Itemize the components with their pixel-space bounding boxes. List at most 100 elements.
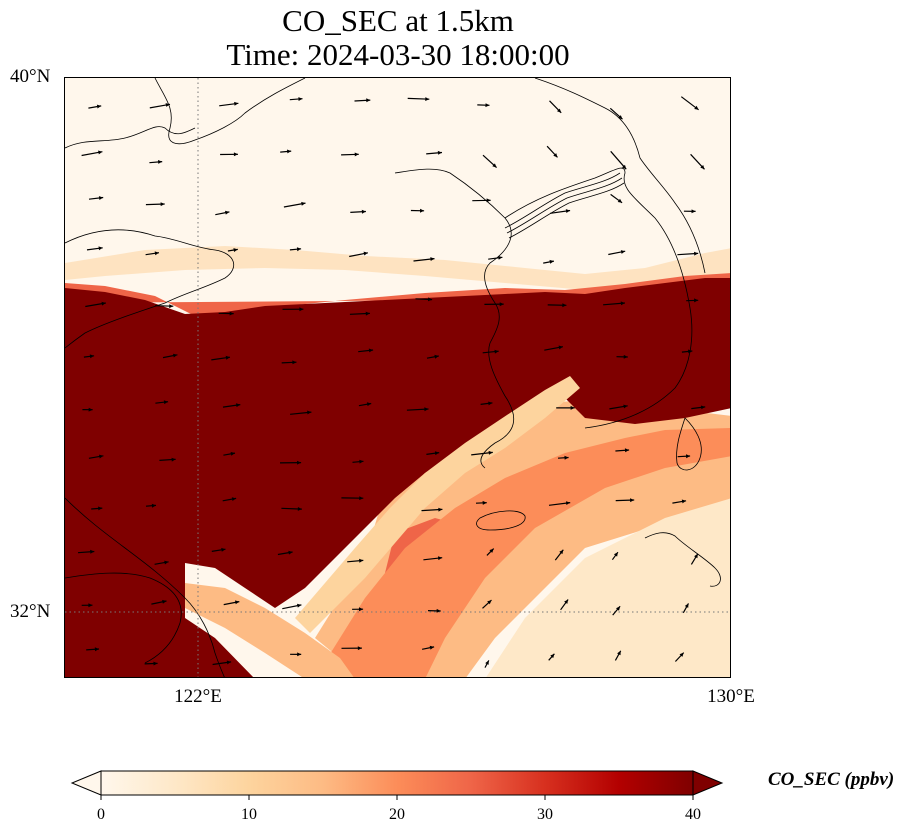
coastline-japan-islands: [644, 532, 721, 587]
wind-arrow-head: [557, 108, 562, 113]
wind-arrow-head: [90, 549, 95, 554]
colorbar-tick-marks: [100, 795, 694, 800]
coastline-shandong: [65, 126, 196, 149]
wind-arrow-head: [292, 360, 297, 365]
wind-arrow-head: [425, 97, 430, 101]
wind-arrow-head: [691, 209, 696, 214]
coastline-jeju: [476, 510, 526, 531]
plume-main-core: [65, 278, 730, 677]
wind-arrow-head: [429, 645, 435, 650]
wind-arrow-head: [679, 652, 684, 657]
lat-label-32n: 32°N: [10, 601, 51, 622]
wind-arrow-head: [700, 165, 705, 170]
coastline-yangtze: [65, 497, 225, 677]
wind-arrow-head: [357, 646, 362, 651]
wind-arrow-head: [488, 401, 493, 406]
wind-arrow-head: [101, 301, 106, 306]
plume-north-fringe: [65, 246, 730, 290]
wind-arrow-head: [489, 548, 494, 553]
wind-arrow-head: [564, 455, 569, 460]
wind-arrow-head: [428, 297, 433, 302]
wind-arrow-head: [96, 104, 102, 109]
wind-arrow-head: [99, 454, 104, 459]
wind-arrow-head: [694, 298, 699, 303]
coastline-korea-ne: [534, 78, 706, 274]
wind-arrow-head: [616, 606, 621, 611]
title-line-1: CO_SEC at 1.5km: [282, 3, 514, 38]
coastline-korea-east: [504, 167, 693, 429]
coastline-north-border: [504, 172, 621, 229]
wind-arrow-head: [359, 496, 364, 501]
plume-southeast-mid: [315, 428, 730, 677]
wind-arrow-head: [437, 150, 442, 155]
wind-arrow-head: [165, 103, 170, 107]
wind-arrow-head: [485, 660, 489, 665]
wind-arrow-head: [296, 247, 302, 252]
wind-vectors: [77, 96, 706, 668]
wind-arrow-head: [234, 101, 239, 106]
wind-arrow-head: [297, 507, 302, 511]
wind-arrow-head: [307, 410, 312, 415]
wind-arrow-head: [88, 407, 93, 412]
coastline-china: [65, 229, 235, 349]
wind-arrow-head: [562, 303, 567, 308]
wind-arrow-head: [686, 454, 691, 459]
wind-arrow-head: [366, 98, 371, 103]
wind-arrow-head: [98, 196, 104, 200]
wind-arrow-head: [98, 150, 103, 155]
wind-arrow-head: [89, 354, 95, 359]
coastline-korea: [394, 168, 514, 469]
wind-arrow-head: [298, 97, 303, 101]
wind-arrow-head: [559, 549, 564, 555]
wind-arrow-head: [622, 164, 627, 170]
colorbar-label: CO_SEC (ppbv): [768, 769, 895, 790]
plume-north-edge: [65, 273, 730, 316]
wind-arrow-head: [617, 650, 621, 656]
wind-arrow-head: [233, 152, 238, 157]
wind-arrow-head: [617, 198, 623, 203]
wind-arrow-head: [498, 255, 503, 260]
wind-arrow-head: [230, 451, 235, 456]
wind-arrow-head: [169, 304, 174, 309]
wind-arrow-head: [494, 349, 499, 354]
wind-arrow-head: [624, 448, 630, 453]
wind-arrow-head: [154, 251, 159, 256]
wind-arrow-head: [550, 653, 555, 659]
wind-arrow-head: [163, 400, 169, 405]
wind-arrow-head: [694, 553, 698, 559]
wind-arrow-head: [354, 152, 359, 157]
wind-arrow-head: [694, 251, 699, 256]
wind-arrow-head: [88, 603, 93, 608]
wind-arrow-head: [171, 457, 176, 462]
wind-arrow-head: [226, 660, 232, 665]
wind-arrow-head: [630, 498, 635, 503]
wind-arrow-head: [566, 501, 571, 505]
wind-arrow-head: [225, 355, 230, 360]
wind-arrow-head: [359, 607, 364, 612]
map-title: CO_SEC at 1.5km Time: 2024-03-30 18:00:0…: [0, 4, 796, 72]
wind-arrow-head: [499, 302, 504, 307]
wind-arrow-head: [684, 603, 689, 608]
plume-ridge-west: [185, 583, 354, 677]
wind-arrow-head: [162, 599, 167, 604]
coastline-shanghai: [65, 572, 182, 664]
wind-arrow-head: [236, 403, 241, 408]
colorbar-tick-30: 30: [537, 806, 553, 823]
colorbar-tick-20: 20: [389, 806, 405, 823]
wind-arrow-head: [366, 402, 372, 407]
wind-arrow-head: [564, 599, 569, 604]
wind-arrow-head: [436, 608, 441, 613]
wind-arrow-head: [98, 246, 103, 251]
wind-arrow-head: [361, 209, 366, 214]
wind-arrow-head: [623, 354, 628, 359]
wind-arrow-head: [485, 103, 490, 108]
wind-arrow-head: [164, 560, 169, 565]
colorbar-tick-0: 0: [97, 806, 105, 823]
colorbar-extend-low: [70, 770, 102, 796]
wind-arrow-head: [565, 209, 571, 213]
wind-arrow-head: [620, 250, 626, 254]
wind-arrow-head: [225, 210, 230, 215]
colorbar-gradient: [100, 770, 694, 796]
colorbar-extend-high: [692, 770, 724, 796]
wind-arrow-head: [359, 558, 364, 563]
